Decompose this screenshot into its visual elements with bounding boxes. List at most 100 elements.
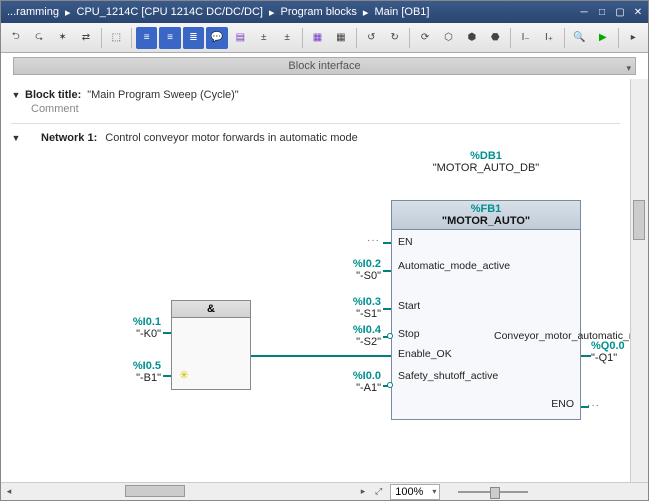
sig-b1-addr: %I0.5 [101,360,161,372]
tool-btn-10[interactable]: ▤ [230,27,251,49]
sig-a1-sym: "-A1" [331,382,381,394]
sig-a1-addr: %I0.0 [331,370,381,382]
scroll-right-button[interactable]: ▸ [355,486,371,497]
pin-safety: Safety_shutoff_active [398,370,488,382]
pin-stop: Stop [398,328,420,340]
network-desc: Control conveyor motor forwards in autom… [105,132,358,144]
breadcrumb-sep-icon: ▸ [267,6,277,19]
wire [581,355,591,357]
db-name: "MOTOR_AUTO_DB" [426,162,546,174]
breadcrumb-program-blocks[interactable]: Program blocks [276,6,360,18]
tool-btn-6[interactable]: ≡ [136,27,157,49]
collapse-icon[interactable]: ▼ [11,133,21,143]
tool-btn-21[interactable]: I₋ [515,27,536,49]
tool-btn-5[interactable]: ⬚ [106,27,127,49]
tool-btn-24[interactable]: ▶ [592,27,613,49]
tool-btn-4[interactable]: ⇄ [75,27,96,49]
tool-btn-9[interactable]: 💬 [206,27,227,49]
negation-icon [387,333,393,339]
breadcrumb-sep-icon: ▸ [361,6,371,19]
block-title-label: Block title: [25,89,81,101]
zoom-slider[interactable] [458,491,528,493]
toolbar: ⮌ ⮎ ✶ ⇄ ⬚ ≡ ≡ ≣ 💬 ▤ ± ± ▦ ▦ ↺ ↻ ⟳ ⬡ ⬢ ⬣ … [1,23,648,53]
tool-btn-17[interactable]: ⟳ [414,27,435,49]
sig-k0-addr: %I0.1 [101,316,161,328]
tool-btn-22[interactable]: I₊ [538,27,559,49]
vertical-scrollbar[interactable] [630,79,648,482]
wire [251,355,391,357]
maximize-button[interactable]: □ [594,4,610,20]
collapse-icon[interactable]: ▼ [11,90,21,100]
sig-s0-sym: "-S0" [331,270,381,282]
and-label: & [171,300,251,318]
tool-btn-3[interactable]: ✶ [52,27,73,49]
zoom-select[interactable]: 100% [390,484,440,500]
star-icon: ✳ [179,368,189,382]
sig-s2-sym: "-S2" [331,336,381,348]
block-title-value: "Main Program Sweep (Cycle)" [87,89,238,101]
ellipsis-icon: ··· [367,235,380,246]
tool-btn-12[interactable]: ± [276,27,297,49]
editor-area: ▼ Block title: "Main Program Sweep (Cycl… [1,79,630,482]
fb-name: "MOTOR_AUTO" [392,215,580,227]
scroll-left-button[interactable]: ◂ [1,486,17,497]
bottom-bar: ◂ ▸ ⤢ 100% [1,482,648,500]
sig-s1-sym: "-S1" [331,308,381,320]
tool-btn-20[interactable]: ⬣ [485,27,506,49]
sig-s1-addr: %I0.3 [331,296,381,308]
sig-q1-sym: "-Q1" [591,352,630,364]
fb-header: %FB1 "MOTOR_AUTO" [391,200,581,230]
fb-address: %FB1 [392,203,580,215]
pin-en: EN [398,236,413,248]
horizontal-scrollbar[interactable] [35,485,355,499]
sig-b1-sym: "-B1" [101,372,161,384]
fbd-canvas[interactable]: %DB1 "MOTOR_AUTO_DB" %FB1 "MOTOR_AUTO" E… [11,150,620,450]
zoom-arrows-icon[interactable]: ⤢ [375,486,382,497]
wire [163,375,171,377]
tool-btn-14[interactable]: ▦ [330,27,351,49]
tool-btn-16[interactable]: ↻ [384,27,405,49]
tool-btn-1[interactable]: ⮌ [5,27,26,49]
tool-btn-25[interactable]: ▸ [623,27,644,49]
sig-s2-addr: %I0.4 [331,324,381,336]
tool-btn-19[interactable]: ⬢ [461,27,482,49]
title-bar: ...ramming ▸ CPU_1214C [CPU 1214C DC/DC/… [1,1,648,23]
close-button[interactable]: ✕ [630,4,646,20]
fb-block[interactable]: %FB1 "MOTOR_AUTO" EN Automatic_mode_acti… [391,200,581,420]
tool-btn-13[interactable]: ▦ [307,27,328,49]
tool-btn-8[interactable]: ≣ [183,27,204,49]
pin-eno: ENO [551,398,574,410]
pin-auto: Automatic_mode_active [398,260,488,272]
block-interface-label: Block interface [288,60,360,72]
pin-start: Start [398,300,420,312]
breadcrumb-sep-icon: ▸ [63,6,73,19]
wire [383,242,391,244]
sig-s0-addr: %I0.2 [331,258,381,270]
tool-btn-23[interactable]: 🔍 [569,27,590,49]
tool-btn-11[interactable]: ± [253,27,274,49]
wire [383,270,391,272]
block-comment: Comment [31,103,620,115]
pin-enable: Enable_OK [398,348,452,360]
scrollbar-thumb[interactable] [633,200,645,240]
tool-btn-2[interactable]: ⮎ [28,27,49,49]
scrollbar-thumb[interactable] [125,485,185,497]
wire [163,332,171,334]
breadcrumb-cpu[interactable]: CPU_1214C [CPU 1214C DC/DC/DC] [73,6,267,18]
sig-k0-sym: "-K0" [101,328,161,340]
breadcrumb-programming[interactable]: ...ramming [3,6,63,18]
tool-btn-18[interactable]: ⬡ [438,27,459,49]
network-label: Network 1: [41,132,97,144]
tool-btn-15[interactable]: ↺ [361,27,382,49]
block-interface-bar[interactable]: Block interface ▾ [13,57,636,75]
sig-q1-addr: %Q0.0 [591,340,630,352]
wire [581,406,589,408]
window-mode-button[interactable]: ▢ [612,4,628,20]
wire [383,308,391,310]
minimize-button[interactable]: ─ [576,4,592,20]
db-address: %DB1 [426,150,546,162]
pin-out: Conveyor_motor_automatic_mode [494,330,574,342]
tool-btn-7[interactable]: ≡ [159,27,180,49]
chevron-down-icon: ▾ [626,60,631,76]
breadcrumb-main-ob1[interactable]: Main [OB1] [370,6,433,18]
